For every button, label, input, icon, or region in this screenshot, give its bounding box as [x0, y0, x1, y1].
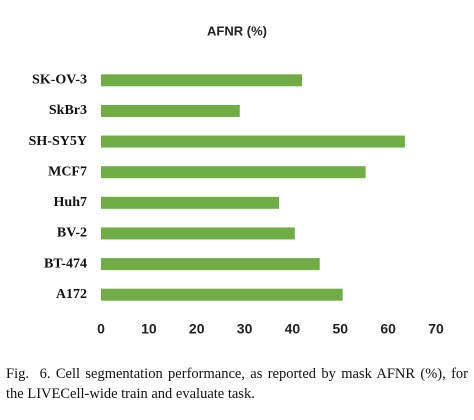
y-tick-label: MCF7 [48, 164, 87, 179]
x-tick-label: 70 [428, 321, 444, 337]
bar [101, 74, 302, 87]
x-tick-label: 40 [285, 321, 301, 337]
bar [101, 288, 343, 301]
x-tick-label: 60 [380, 321, 396, 337]
bar [101, 258, 320, 271]
bar [101, 104, 240, 117]
y-tick-label: SkBr3 [49, 103, 87, 118]
x-tick-label: 10 [141, 321, 157, 337]
bar [101, 166, 366, 179]
y-tick-label: A172 [56, 287, 87, 302]
x-tick-label: 0 [97, 321, 105, 337]
caption: Fig. 6. Cell segmentation performance, a… [6, 366, 472, 402]
y-tick-label: Huh7 [54, 195, 87, 210]
x-tick-label: 20 [189, 321, 205, 337]
chart-title: AFNR (%) [207, 23, 267, 38]
y-tick-label: SK-OV-3 [32, 73, 87, 88]
bar [101, 196, 280, 209]
y-tick-label: BT-474 [44, 256, 87, 271]
chart: AFNR (%) 0 10 20 30 40 50 60 70 SK-OV-3 SkBr3 SH-S… [29, 23, 444, 337]
y-tick-label: BV-2 [57, 226, 87, 241]
x-tick-label: 50 [332, 321, 348, 337]
bar [101, 135, 405, 148]
x-tick-label: 30 [237, 321, 253, 337]
y-tick-label: SH-SY5Y [29, 134, 87, 149]
bar [101, 227, 295, 240]
